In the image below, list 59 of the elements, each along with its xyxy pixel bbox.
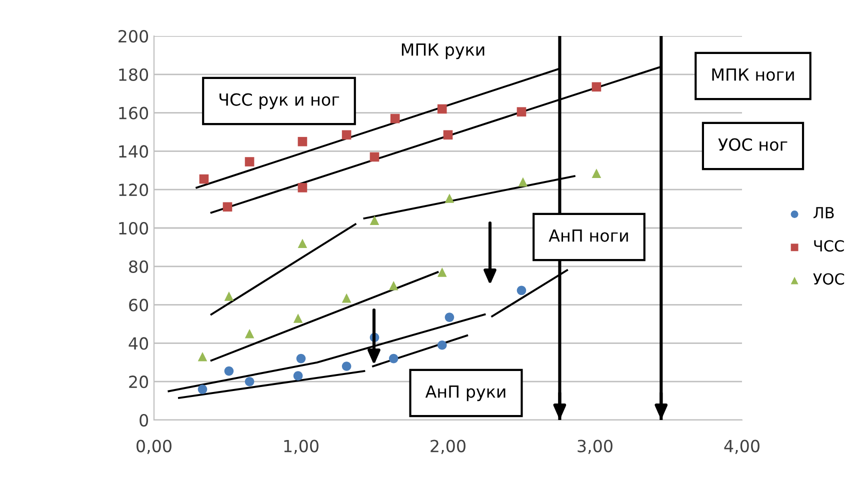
y-tick-label: 60 (129, 298, 148, 312)
point (293, 314, 303, 323)
y-tick-label: 0 (140, 414, 148, 427)
y-tick-label: 200 (118, 30, 148, 43)
point (444, 194, 454, 203)
x-tick-label: 4,00 (724, 440, 760, 454)
point (298, 136, 308, 146)
x-tick-label: 3,00 (578, 440, 612, 454)
y-tick-label: 40 (128, 337, 148, 350)
point (244, 328, 254, 338)
y-tick-label: 80 (129, 260, 148, 273)
legend-label: ЧСС (814, 240, 844, 252)
x-tick-label: 0,00 (136, 440, 172, 454)
x-tick-label: 2,00 (430, 440, 466, 454)
y-tick-label: 160 (119, 106, 148, 120)
point (342, 293, 352, 303)
annotation: УОС ног (718, 138, 788, 151)
point (437, 268, 447, 277)
point (224, 292, 234, 301)
y-tick-label: 140 (119, 145, 148, 158)
point (388, 280, 398, 290)
point (592, 82, 602, 92)
point (293, 371, 303, 380)
point (518, 177, 528, 187)
point (388, 354, 398, 364)
annotation: МПК ноги (712, 68, 794, 81)
point (370, 216, 380, 225)
y-tick-label: 120 (119, 184, 148, 196)
point (443, 130, 453, 140)
point (298, 183, 308, 192)
annotation: АнП ноги (548, 229, 628, 242)
annotation: МПК руки (402, 43, 484, 60)
point (370, 152, 380, 162)
legend-label: УОС (813, 273, 844, 285)
point (592, 168, 602, 178)
point (437, 340, 447, 350)
point (244, 376, 254, 386)
point (296, 354, 306, 364)
annotation: АнП руки (425, 385, 506, 402)
y-tick-label: 20 (129, 376, 148, 388)
point (244, 157, 254, 166)
legend-label: ЛВ (814, 207, 834, 218)
point (516, 107, 526, 116)
y-tick-label: 100 (119, 222, 148, 235)
point (298, 238, 308, 248)
point (198, 352, 208, 362)
point (516, 286, 526, 296)
point (198, 384, 208, 394)
point (222, 202, 232, 212)
point (224, 366, 234, 376)
annotation: ЧСС рук и ног (220, 93, 340, 110)
point (199, 174, 209, 184)
x-tick-label: 1,00 (284, 440, 318, 454)
y-tick-label: 180 (119, 68, 148, 81)
point (444, 312, 454, 322)
point (390, 114, 400, 124)
point (342, 362, 352, 371)
point (342, 130, 352, 140)
point (437, 104, 447, 114)
